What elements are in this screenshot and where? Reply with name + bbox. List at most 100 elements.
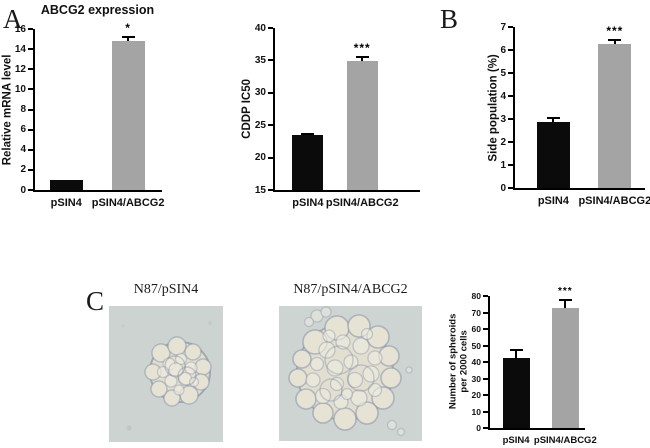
x-axis-line	[488, 428, 585, 430]
y-tick-label: 15	[254, 184, 266, 196]
error-bar-cap	[509, 349, 523, 352]
y-tick-label: 40	[254, 22, 266, 34]
y-tick	[483, 361, 488, 363]
y-axis-title: Number of spheroids per 2000 cells	[447, 313, 470, 410]
y-tick-label: 25	[254, 119, 266, 131]
y-tick	[508, 164, 513, 166]
error-bar-cap	[121, 36, 135, 39]
error-bar-line	[127, 37, 130, 42]
y-tick-label: 4	[500, 90, 506, 102]
panel-c-label: C	[86, 286, 105, 316]
micrograph-n87-psin4	[109, 306, 223, 442]
y-tick-label: 5	[500, 67, 506, 79]
x-category-label: pSIN4/ABCG2	[325, 197, 399, 209]
y-tick	[508, 26, 513, 28]
y-tick-label: 70	[471, 307, 481, 318]
x-category-label: pSIN4/ABCG2	[578, 195, 650, 207]
y-tick-label: 10	[14, 83, 26, 95]
y-tick-label: 80	[471, 291, 481, 302]
error-bar-cap	[546, 116, 560, 119]
y-tick	[483, 344, 488, 347]
error-bar-cap	[558, 299, 572, 302]
error-bar-cap	[301, 132, 315, 135]
y-tick-label: 6	[500, 44, 506, 56]
bar-pSIN4	[49, 179, 83, 190]
y-tick	[508, 49, 513, 51]
bar-pSIN4	[292, 134, 324, 190]
x-axis-line	[33, 190, 162, 192]
error-bar-line	[613, 39, 616, 45]
y-tick-label: 20	[471, 390, 481, 401]
y-tick-label: 7	[500, 21, 506, 33]
y-tick	[28, 189, 33, 191]
error-bar-cap	[608, 38, 622, 41]
y-tick-label: 30	[254, 87, 266, 99]
y-tick-label: 60	[471, 324, 481, 335]
y-tick	[268, 59, 273, 62]
y-tick-label: 12	[14, 63, 26, 75]
x-category-label: pSIN4	[502, 435, 530, 446]
y-axis-title: CDDP IC50	[241, 78, 254, 139]
y-tick-label: 20	[254, 152, 266, 164]
y-tick	[28, 48, 33, 51]
error-bar-line	[564, 300, 567, 308]
y-tick-label: 0	[20, 184, 26, 196]
y-tick-label: 0	[476, 423, 481, 434]
y-tick-label: 35	[254, 54, 266, 66]
y-tick-label: 3	[500, 113, 506, 125]
chart-title: ABCG2 expression	[40, 3, 155, 17]
y-tick	[483, 394, 488, 396]
x-axis-line	[273, 190, 420, 192]
y-tick	[28, 28, 33, 30]
y-tick-label: 1	[500, 159, 506, 171]
y-tick-label: 10	[471, 406, 481, 417]
significance-label: ***	[353, 40, 371, 55]
x-axis-line	[513, 188, 645, 190]
y-tick-label: 8	[20, 104, 26, 115]
y-tick	[268, 91, 273, 94]
y-tick-label: 50	[471, 340, 481, 351]
x-category-label: pSIN4	[537, 195, 569, 207]
bar-pSIN4/ABCG2	[346, 61, 378, 190]
y-tick	[508, 187, 513, 189]
y-tick	[28, 108, 33, 111]
error-bar-line	[515, 350, 518, 358]
y-tick	[28, 128, 33, 131]
y-axis-title: Relative mRNA level	[1, 54, 14, 165]
y-tick	[483, 328, 488, 330]
micrograph-n87-psin4-abcg2	[279, 306, 422, 441]
chart-side-population: 0 1 2 3 4 5 6 7 pSIN4 *** pSIN4/ABCG2 Side populati…	[487, 22, 650, 207]
micrograph-right-title: N87/pSIN4/ABCG2	[293, 282, 408, 297]
x-category-label: pSIN4	[292, 197, 324, 209]
panel-b-label: B	[440, 4, 459, 34]
y-axis-title: Side population (%)	[487, 53, 500, 162]
y-tick	[483, 295, 488, 297]
y-tick	[268, 27, 273, 29]
x-category-label: pSIN4	[50, 197, 82, 209]
y-tick	[28, 148, 33, 151]
y-axis-line	[488, 296, 490, 430]
bar-pSIN4/ABCG2	[598, 44, 632, 188]
y-tick	[28, 88, 33, 91]
y-axis-line	[513, 27, 515, 190]
y-tick	[483, 410, 488, 413]
bar-pSIN4	[502, 357, 530, 428]
y-tick	[268, 189, 273, 191]
y-tick-label: 40	[471, 357, 481, 368]
y-tick	[483, 427, 488, 429]
y-tick-label: 6	[20, 124, 26, 136]
y-tick-label: 0	[500, 182, 506, 194]
chart-cddp-ic50: 15 20 25 30 35 40 pSIN4 *** pSIN4/ABCG2 CDDP IC50	[241, 23, 420, 209]
significance-label: ***	[606, 23, 624, 38]
x-category-label: pSIN4/ABCG2	[91, 197, 165, 209]
y-tick	[508, 141, 513, 143]
y-tick	[508, 72, 513, 74]
y-tick-label: 2	[20, 164, 26, 176]
panel-a-label: A	[3, 4, 23, 34]
y-tick	[483, 377, 488, 380]
y-tick-label: 16	[14, 23, 26, 35]
chart-abcg2-expression: 0 2 4 6 8 10 12 14 16 pSIN4 * pSIN4/ABCG2 Relative m…	[1, 3, 164, 209]
bar-pSIN4	[536, 122, 570, 188]
y-tick-label: 30	[471, 373, 481, 384]
